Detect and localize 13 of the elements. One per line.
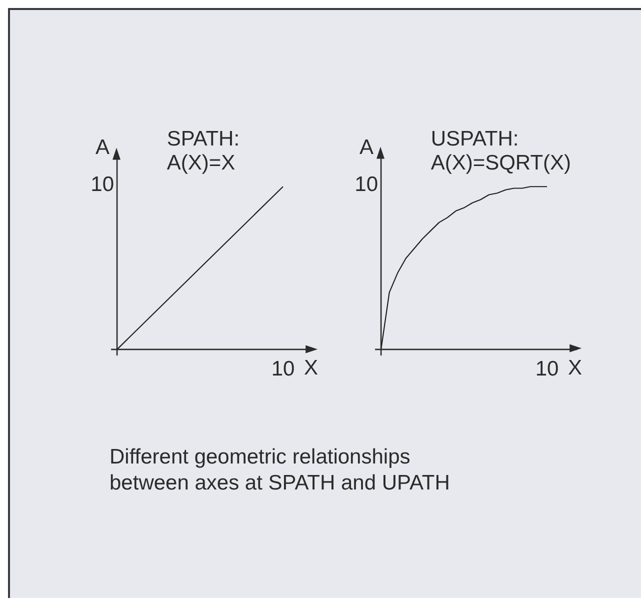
chart-title: SPATH: — [166, 127, 240, 150]
y-axis-title: A — [96, 136, 110, 160]
annotation: 10 — [354, 173, 378, 196]
text: 10 — [271, 357, 295, 380]
annotation: 10 — [90, 173, 114, 196]
x-axis-title: X — [304, 356, 318, 380]
text: Different geometric relationships between axes at SPATH and UPATH — [110, 446, 450, 494]
chart-title: USPATH: — [430, 127, 519, 150]
text: 10 — [535, 357, 559, 380]
chart-subtitle: A(X)=SQRT(X) — [430, 152, 572, 175]
y-axis-title: A — [360, 136, 374, 160]
x-axis-title: X — [568, 356, 582, 380]
chart-subtitle: A(X)=X — [166, 152, 236, 175]
